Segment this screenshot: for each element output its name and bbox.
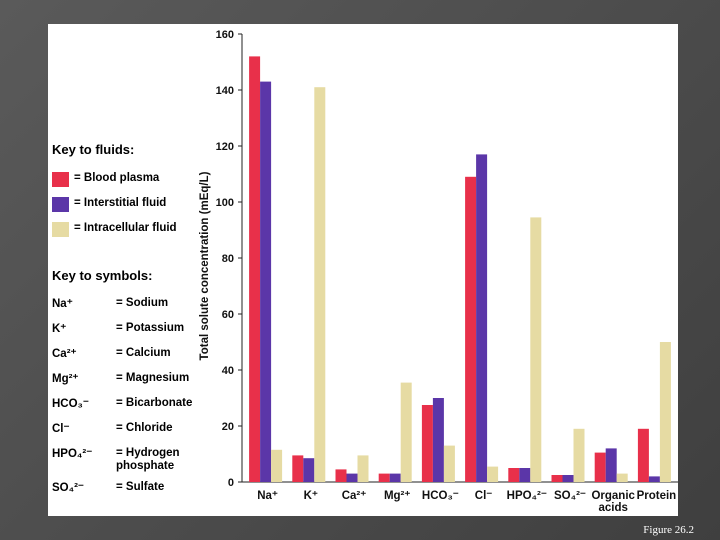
legend-label-interstitial-fluid: = Interstitial fluid — [74, 197, 167, 209]
symbol-bicarbonate: HCO₃⁻ — [52, 398, 89, 410]
y-tick-label: 140 — [216, 85, 234, 97]
bar-blood-plasma-1 — [292, 455, 304, 482]
bar-intracellular-fluid-9 — [659, 342, 671, 482]
x-category-label: Protein — [637, 490, 677, 502]
symbol-potassium: K⁺ — [52, 323, 67, 335]
bar-interstitial-fluid-9 — [648, 476, 660, 482]
legend-swatch-interstitial-fluid — [52, 197, 69, 212]
bar-intracellular-fluid-2 — [357, 455, 369, 482]
axis-layer — [238, 33, 678, 483]
symbol-name-sodium: = Sodium — [116, 297, 169, 309]
bar-intracellular-fluid-8 — [616, 473, 628, 482]
y-tick-label: 60 — [222, 309, 234, 321]
symbol-name-bicarbonate: = Bicarbonate — [116, 397, 193, 409]
symbol-name-calcium: = Calcium — [116, 347, 171, 359]
bar-blood-plasma-6 — [508, 468, 520, 482]
legend-label-intracellular-fluid: = Intracellular fluid — [74, 222, 177, 234]
key-symbols-title: Key to symbols: — [52, 268, 153, 283]
symbol-name-potassium: = Potassium — [116, 322, 185, 334]
bar-interstitial-fluid-1 — [303, 458, 315, 482]
legend-swatch-blood-plasma — [52, 172, 69, 187]
y-tick-label: 160 — [216, 29, 234, 41]
legend-swatch-intracellular-fluid — [52, 222, 69, 237]
symbol-name-sulfate: = Sulfate — [116, 481, 165, 493]
bar-interstitial-fluid-0 — [260, 81, 272, 482]
x-category-label: SO₄²⁻ — [554, 490, 586, 502]
bar-blood-plasma-4 — [421, 405, 433, 482]
bar-blood-plasma-3 — [378, 473, 390, 482]
symbol-name-hydrogen-phosphate: = Hydrogen phosphate — [116, 447, 180, 472]
symbol-chloride: Cl⁻ — [52, 423, 70, 435]
labels-layer: 0 20 40 60 80 100 120 140 160 Na⁺ K⁺ Ca²⁺ Mg²⁺ HCO₃⁻ C… — [216, 29, 677, 514]
bar-chart: 0 20 40 60 80 100 120 140 160 Na⁺ K⁺ Ca²⁺ Mg²⁺ HCO₃⁻ C… — [199, 29, 678, 514]
key-fluids-title: Key to fluids: — [52, 142, 135, 157]
bar-interstitial-fluid-7 — [562, 475, 574, 482]
bar-interstitial-fluid-4 — [432, 398, 444, 482]
bar-intracellular-fluid-3 — [400, 382, 412, 482]
bar-intracellular-fluid-7 — [573, 428, 585, 482]
bar-intracellular-fluid-6 — [530, 217, 542, 482]
x-category-label: HPO₄²⁻ — [507, 490, 547, 502]
symbol-hydrogen-phosphate: HPO₄²⁻ — [52, 448, 93, 460]
symbol-name-magnesium: = Magnesium — [116, 372, 190, 384]
x-category-label: Na⁺ — [257, 490, 278, 502]
legend-label-blood-plasma: = Blood plasma — [74, 172, 160, 184]
figure-caption: Figure 26.2 — [643, 524, 694, 536]
y-tick-label: 0 — [228, 477, 234, 489]
bar-blood-plasma-5 — [465, 176, 477, 483]
y-axis-label: Total solute concentration (mEq/L) — [199, 171, 211, 360]
x-category-label: K⁺ — [304, 490, 318, 502]
bar-blood-plasma-2 — [335, 469, 347, 482]
symbol-sodium: Na⁺ — [52, 298, 73, 310]
bar-interstitial-fluid-3 — [389, 473, 401, 482]
x-category-label: acids — [598, 502, 627, 514]
bar-intracellular-fluid-4 — [443, 445, 455, 482]
bar-intracellular-fluid-0 — [271, 449, 283, 482]
bar-interstitial-fluid-6 — [519, 468, 531, 482]
y-tick-label: 20 — [222, 421, 234, 433]
y-tick-label: 40 — [222, 365, 234, 377]
x-category-label: HCO₃⁻ — [422, 490, 459, 502]
bar-interstitial-fluid-8 — [605, 448, 617, 482]
bar-intracellular-fluid-5 — [487, 466, 499, 482]
bar-intracellular-fluid-1 — [314, 87, 326, 482]
bar-blood-plasma-8 — [594, 452, 606, 482]
bar-blood-plasma-7 — [551, 475, 563, 482]
bar-interstitial-fluid-2 — [346, 473, 358, 482]
symbol-calcium: Ca²⁺ — [52, 348, 77, 360]
symbol-magnesium: Mg²⁺ — [52, 373, 79, 385]
x-category-label: Organic — [591, 490, 635, 502]
slide-canvas: Key to fluids: = Blood plasma = Intersti… — [48, 24, 678, 516]
symbol-name-chloride: = Chloride — [116, 422, 173, 434]
x-category-label: Cl⁻ — [475, 490, 493, 502]
bar-interstitial-fluid-5 — [476, 154, 488, 482]
y-tick-label: 120 — [216, 141, 234, 153]
y-tick-label: 80 — [222, 253, 234, 265]
symbol-sulfate: SO₄²⁻ — [52, 482, 84, 494]
bar-blood-plasma-9 — [637, 428, 649, 482]
x-category-label: Ca²⁺ — [342, 490, 367, 502]
y-tick-label: 100 — [216, 197, 234, 209]
x-category-label: Mg²⁺ — [384, 490, 411, 502]
bars-layer — [249, 56, 671, 483]
bar-blood-plasma-0 — [249, 56, 261, 483]
